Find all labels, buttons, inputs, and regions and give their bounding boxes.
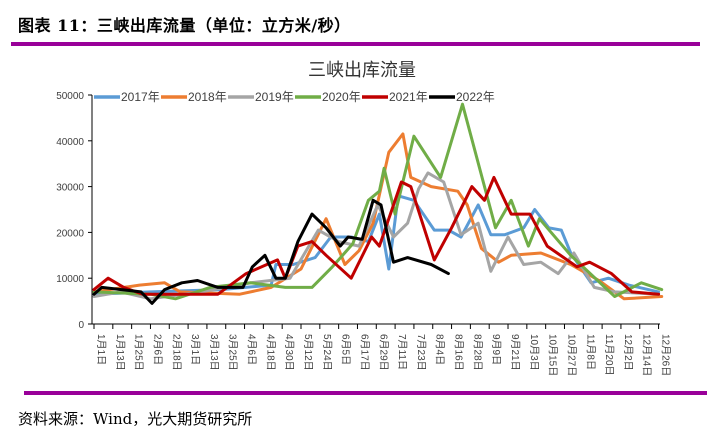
x-tick-label: 1月13日	[114, 334, 126, 371]
legend-label: 2021年	[389, 90, 428, 104]
y-tick-label: 20000	[56, 228, 84, 239]
legend: 2017年 2018年 2019年 2020年 2021年 2022年	[94, 90, 495, 104]
y-tick-label: 50000	[56, 91, 84, 102]
legend-label: 2019年	[255, 90, 294, 104]
x-tick-label: 8月16日	[453, 334, 465, 371]
source-note: 资料来源：Wind，光大期货研究所	[18, 410, 253, 428]
series-line-2019	[92, 171, 661, 301]
chart-title: 三峡出库流量	[308, 60, 416, 81]
figure-title: 图表 11：三峡出库流量（单位：立方米/秒）	[18, 16, 351, 35]
x-tick-label: 9月21日	[509, 334, 521, 371]
x-tick-label: 10月15日	[547, 334, 559, 376]
series-line-2017	[92, 194, 661, 296]
x-tick-label: 3月13日	[208, 334, 220, 371]
x-tick-label: 4月30日	[283, 334, 295, 371]
x-tick-label: 12月2日	[622, 334, 634, 371]
x-tick-label: 1月25日	[133, 334, 145, 371]
x-tick-label: 10月3日	[528, 334, 540, 371]
x-tick-label: 8月28日	[471, 334, 483, 371]
x-tick-label: 7月11日	[396, 334, 408, 370]
x-tick-label: 7月23日	[415, 334, 427, 371]
x-tick-label: 2月18日	[170, 334, 182, 371]
x-tick-label: 2月6日	[151, 334, 163, 365]
x-tick-label: 4月18日	[264, 334, 276, 371]
legend-label: 2022年	[456, 90, 495, 104]
series-line-2021	[92, 175, 661, 296]
series-line-2022	[92, 198, 450, 305]
x-tick-label: 6月17日	[358, 334, 370, 371]
x-tick-label: 5月24日	[321, 334, 333, 371]
x-tick-label: 3月1日	[189, 334, 201, 365]
x-tick-label: 9月9日	[490, 334, 502, 365]
x-tick-label: 5月12日	[302, 334, 314, 371]
x-tick-label: 8月4日	[434, 334, 446, 365]
series-line-2018	[92, 132, 664, 301]
y-tick-label: 0	[78, 320, 84, 331]
y-tick-label: 30000	[56, 183, 84, 194]
x-tick-label: 4月6日	[246, 334, 258, 365]
series-lines	[92, 102, 664, 305]
x-tick-label: 11月8日	[584, 334, 596, 370]
legend-label: 2017年	[121, 90, 160, 104]
axes: 0 10000 20000 30000 40000 50000 1月1日 1月13日 1月25日…	[56, 91, 671, 376]
legend-label: 2018年	[188, 90, 227, 104]
x-tick-label: 3月25日	[227, 334, 239, 371]
x-tick-label: 12月26日	[660, 334, 672, 376]
y-tick-label: 40000	[56, 137, 84, 148]
x-tick-label: 1月1日	[95, 334, 107, 365]
x-tick-label: 6月29日	[377, 334, 389, 371]
legend-label: 2020年	[322, 90, 361, 104]
x-tick-label: 11月20日	[603, 334, 615, 376]
x-tick-label: 10月27日	[565, 334, 577, 376]
x-tick-label: 12月14日	[641, 334, 653, 376]
bottom-rule	[24, 391, 707, 395]
x-tick-label: 6月5日	[340, 334, 352, 365]
y-tick-label: 10000	[56, 274, 84, 285]
top-rule	[11, 42, 700, 46]
